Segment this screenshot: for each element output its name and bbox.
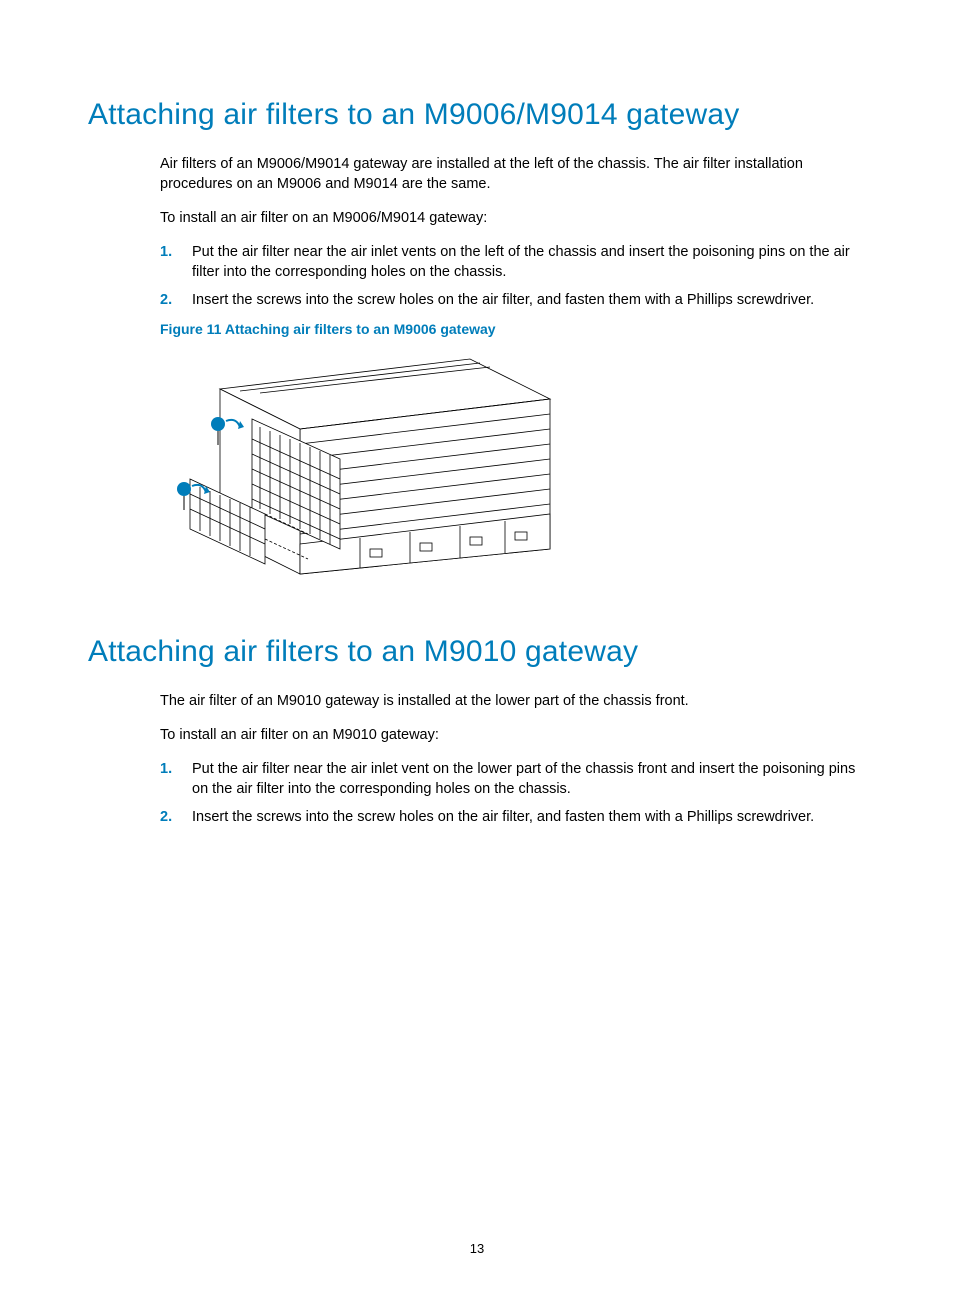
section1-steps: 1. Put the air filter near the air inlet… [160,242,864,310]
list-text: Put the air filter near the air inlet ve… [192,242,864,282]
section2: Attaching air filters to an M9010 gatewa… [88,635,864,827]
list-number: 1. [160,759,192,799]
section1-para1: Air filters of an M9006/M9014 gateway ar… [160,154,864,194]
figure-caption: Figure 11 Attaching air filters to an M9… [160,320,864,339]
section2-para1: The air filter of an M9010 gateway is in… [160,691,864,711]
list-text: Insert the screws into the screw holes o… [192,807,864,827]
list-number: 1. [160,242,192,282]
list-item: 2. Insert the screws into the screw hole… [160,290,864,310]
list-text: Put the air filter near the air inlet ve… [192,759,864,799]
page-content: Attaching air filters to an M9006/M9014 … [0,0,954,827]
section2-para2: To install an air filter on an M9010 gat… [160,725,864,745]
section1-heading: Attaching air filters to an M9006/M9014 … [88,98,864,132]
list-number: 2. [160,807,192,827]
section1-body: Air filters of an M9006/M9014 gateway ar… [160,154,864,339]
section1-para2: To install an air filter on an M9006/M90… [160,208,864,228]
list-item: 1. Put the air filter near the air inlet… [160,759,864,799]
list-text: Insert the screws into the screw holes o… [192,290,864,310]
page-number: 13 [0,1241,954,1256]
section2-steps: 1. Put the air filter near the air inlet… [160,759,864,827]
list-item: 2. Insert the screws into the screw hole… [160,807,864,827]
section2-heading: Attaching air filters to an M9010 gatewa… [88,635,864,669]
gateway-illustration-icon [160,349,560,599]
list-item: 1. Put the air filter near the air inlet… [160,242,864,282]
section2-body: The air filter of an M9010 gateway is in… [160,691,864,827]
figure-11 [160,349,864,599]
list-number: 2. [160,290,192,310]
